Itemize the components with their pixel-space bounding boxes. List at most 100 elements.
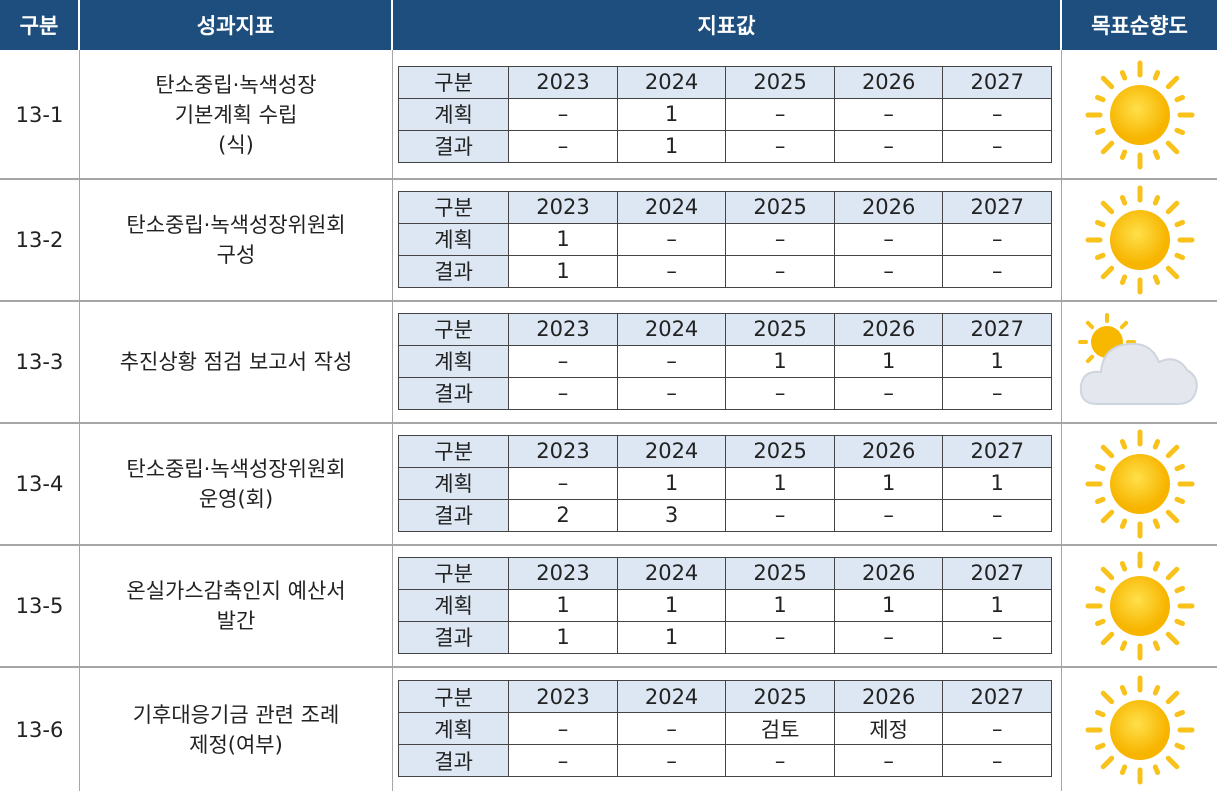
sub-cell: 계획 <box>397 344 510 378</box>
indicator: 탄소중립·녹색성장위원회 구성 <box>80 180 392 300</box>
sub-cell: – <box>833 376 944 410</box>
weather-icon <box>1062 52 1217 178</box>
sub-cell: 검토 <box>725 712 835 745</box>
sub-row: 구분 2023 2024 2025 2026 2027 <box>397 434 1052 468</box>
sub-cell: – <box>725 254 835 288</box>
sub-cell: 2024 <box>616 65 727 99</box>
sub-row: 결과 – – – – – <box>397 376 1052 410</box>
row-divider <box>0 300 1217 302</box>
header-cell: 지표값 <box>393 0 1060 50</box>
indicator: 탄소중립·녹색성장위원회 운영(회) <box>80 424 392 544</box>
sub-row: 결과 – – – – – <box>397 744 1052 777</box>
sub-table: 구분 2023 2024 2025 2026 2027 계획 – –1 1 1 결과 – – – – – <box>397 312 1052 410</box>
column-divider <box>392 50 393 791</box>
sub-cell: 2024 <box>616 190 727 224</box>
sub-cell: 결과 <box>397 376 510 410</box>
sub-cell: – <box>942 222 1052 256</box>
row-divider <box>0 178 1217 180</box>
sub-cell: – <box>508 712 618 745</box>
sub-cell: 구분 <box>397 556 510 590</box>
sub-cell: 1 <box>833 466 944 500</box>
row-id: 13-2 <box>15 228 64 252</box>
sub-cell: 1 <box>725 588 835 622</box>
sub-cell: – <box>833 620 944 654</box>
indicator-line: (식) <box>218 133 254 157</box>
sub-cell: 계획 <box>397 222 510 256</box>
sub-cell: 1 <box>508 222 618 256</box>
sub-cell: 2026 <box>833 312 944 346</box>
sub-cell: – <box>725 97 835 131</box>
sub-cell: – <box>833 744 944 777</box>
sub-row: 구분 2023 2024 2025 2026 2027 <box>397 312 1052 346</box>
sub-cell: 구분 <box>397 65 510 99</box>
sub-cell: 2024 <box>616 680 727 713</box>
sub-cell: – <box>833 254 944 288</box>
sub-row: 구분 2023 2024 2025 2026 2027 <box>397 680 1052 713</box>
weather-icon <box>1062 424 1217 544</box>
sub-cell: 2024 <box>616 434 727 468</box>
sub-row: 구분 2023 2024 2025 2026 2027 <box>397 190 1052 224</box>
sub-cell: – <box>725 620 835 654</box>
indicator-line: 기후대응기금 관련 조례 <box>132 702 340 727</box>
indicator-line: 탄소중립·녹색성장위원회 <box>126 213 346 237</box>
indicator-line: 발간 <box>216 609 256 633</box>
sub-cell: 1 <box>616 588 727 622</box>
sub-cell: 2025 <box>725 434 835 468</box>
row-divider <box>0 666 1217 668</box>
sub-cell: 2026 <box>833 556 944 590</box>
row-id: 13-1 <box>15 103 64 127</box>
sub-cell: – <box>942 254 1052 288</box>
sub-cell: – <box>508 466 618 500</box>
sub-cell: – <box>616 222 727 256</box>
indicator-line: 기본계획 수립 <box>174 103 298 127</box>
sub-cell: 1 <box>616 129 727 163</box>
sub-table: 구분 2023 2024 2025 2026 2027 계획 – – 검토 제정 – 결과 – – – – – <box>397 680 1052 777</box>
sub-cell: 2027 <box>942 65 1052 99</box>
sub-table: 구분 2023 2024 2025 2026 2027 계획 –1 1 1 1 결과 2 3– – – <box>397 434 1052 532</box>
row-id: 13-3 <box>15 350 64 374</box>
sub-cell: – <box>725 129 835 163</box>
sub-cell: 2023 <box>508 680 618 713</box>
sub-cell: – <box>833 498 944 532</box>
sub-cell: 계획 <box>397 712 510 745</box>
sub-cell: 구분 <box>397 190 510 224</box>
header-cell: 성과지표 <box>80 0 391 50</box>
sub-cell: 1 <box>508 254 618 288</box>
weather-icon <box>1062 668 1217 791</box>
sub-table: 구분 2023 2024 2025 2026 2027 계획 –1– – – 결과 –1– – – <box>397 65 1052 163</box>
indicator: 기후대응기금 관련 조례 제정(여부) <box>80 668 392 791</box>
sub-cell: 1 <box>725 344 835 378</box>
sub-cell: 결과 <box>397 254 510 288</box>
sub-cell: 결과 <box>397 744 510 777</box>
sub-cell: – <box>942 498 1052 532</box>
sub-cell: 2023 <box>508 312 618 346</box>
sub-cell: – <box>616 344 727 378</box>
indicator-line: 탄소중립·녹색성장 <box>155 73 317 97</box>
sub-cell: – <box>942 712 1052 745</box>
sub-cell: 1 <box>942 466 1052 500</box>
sub-cell: 1 <box>616 620 727 654</box>
sub-table: 구분 2023 2024 2025 2026 2027 계획 1 1 1 1 1 결과 1 1– – – <box>397 556 1052 654</box>
sub-cell: 1 <box>508 588 618 622</box>
sub-row: 결과 1 1– – – <box>397 620 1052 654</box>
sub-cell: 2027 <box>942 190 1052 224</box>
sub-cell: 1 <box>942 344 1052 378</box>
row-id: 13-6 <box>15 717 64 742</box>
indicator-line: 온실가스감축인지 예산서 <box>126 579 346 603</box>
sub-cell: 3 <box>616 498 727 532</box>
sub-cell: 계획 <box>397 588 510 622</box>
sub-cell: 1 <box>616 97 727 131</box>
row-divider <box>0 544 1217 546</box>
sub-cell: – <box>725 222 835 256</box>
sub-cell: – <box>508 129 618 163</box>
sub-cell: – <box>942 744 1052 777</box>
sub-cell: – <box>942 620 1052 654</box>
weather-icon <box>1062 546 1217 666</box>
sub-cell: 구분 <box>397 680 510 713</box>
sub-cell: 1 <box>833 344 944 378</box>
sub-cell: 1 <box>508 620 618 654</box>
sub-cell: – <box>508 744 618 777</box>
